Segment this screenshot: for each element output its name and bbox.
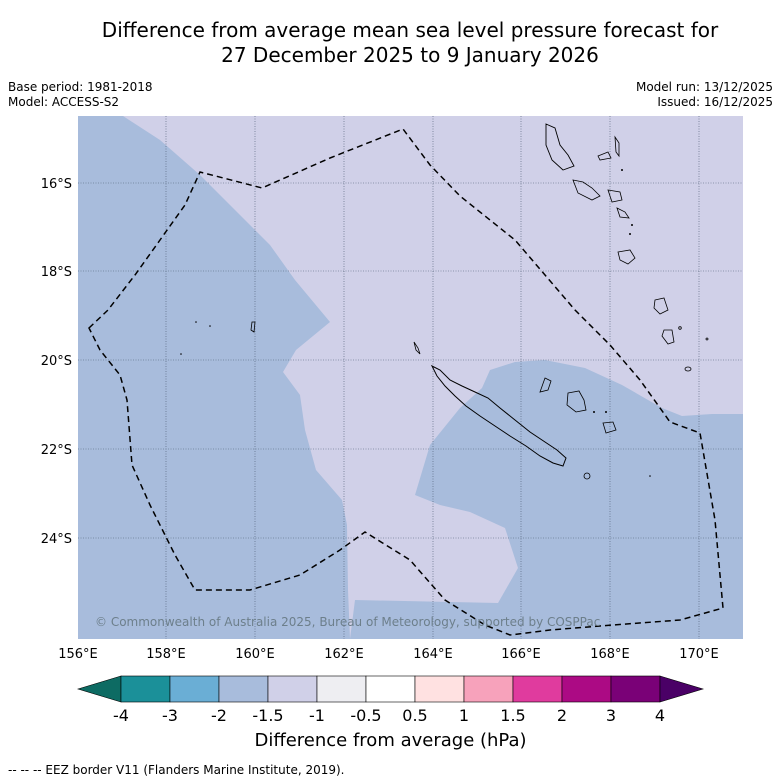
colorbar-tick-label: -2 [211,706,227,725]
title-line-2: 27 December 2025 to 9 January 2026 [221,43,599,67]
lat-label-20s: 20°S [41,354,72,369]
reef-dot-1 [195,321,197,323]
colorbar-tick-label: 1.5 [500,706,525,725]
colorbar-tick-label: 1 [459,706,469,725]
eez-border [88,128,724,636]
latitude-labels: 16°S 18°S 20°S 22°S 24°S [41,177,72,547]
colorbar: -4 -3 -2 -1.5 -1 -0.5 0.5 1 1.5 2 3 4 [76,675,705,725]
lon-label-170: 170°E [679,647,719,662]
vanuatu-erromango [617,249,636,265]
belep-islands [413,341,421,355]
colorbar-bin-7 [414,675,465,703]
loyalty-island-lifou [566,390,587,413]
colorbar-bin-11 [610,675,661,703]
copyright-text: © Commonwealth of Australia 2025, Bureau… [95,615,600,629]
islet-g [631,224,633,226]
vanuatu-epi [607,189,623,203]
colorbar-tick-label: -1.5 [252,706,283,725]
chesterfield-reef [250,321,256,333]
issued-date: Issued: 16/12/2025 [657,95,773,109]
lat-label-18s: 18°S [41,265,72,280]
colorbar-over-arrow [659,675,705,703]
longitude-labels: 156°E 158°E 160°E 162°E 164°E 166°E 168°… [58,647,719,662]
colorbar-bin-2 [169,675,220,703]
base-period: Base period: 1981-2018 [8,80,153,94]
vanuatu-malekula [572,179,601,201]
islet-i [593,411,595,413]
colorbar-title: Difference from average (hPa) [254,730,527,751]
colorbar-tick-label: 4 [655,706,665,725]
colorbar-under-arrow [76,675,122,703]
islet-a [678,326,682,330]
colorbar-tick-label: 2 [557,706,567,725]
reef-dot-3 [180,353,182,355]
reef-dot-2 [209,325,211,327]
lat-label-24s: 24°S [41,532,72,547]
colorbar-bin-10 [561,675,612,703]
vanuatu-espiritu-santo [545,123,575,171]
isle-of-pines [583,472,591,480]
colorbar-bin-8 [463,675,514,703]
islet-d [649,475,651,477]
map-title: Difference from average mean sea level p… [0,18,781,68]
islet-c [684,366,692,372]
lon-label-156: 156°E [58,647,98,662]
colorbar-bin-6 [365,675,416,703]
eez-legend-footnote: -- -- -- EEZ border V11 (Flanders Marine… [8,763,345,777]
vanuatu-islet-1 [597,151,612,161]
colorbar-bin-5 [316,675,367,703]
islet-b [705,337,709,341]
colorbar-tick-label: -3 [162,706,178,725]
colorbar-tick-label: -1 [309,706,325,725]
model-name: Model: ACCESS-S2 [8,95,120,109]
graticule [78,116,743,639]
lon-label-162: 162°E [324,647,364,662]
colorbar-tick-label: 0.5 [402,706,427,725]
colorbar-tick-label: 3 [606,706,616,725]
colorbar-bin-1 [120,675,171,703]
title-line-1: Difference from average mean sea level p… [101,18,719,42]
colorbar-bin-3 [218,675,269,703]
anomaly-region-east [350,360,743,639]
loyalty-island-ouvea [539,377,552,393]
lat-label-22s: 22°S [41,443,72,458]
lon-label-164: 164°E [413,647,453,662]
lat-label-16s: 16°S [41,177,72,192]
new-caledonia-island [430,364,567,467]
loyalty-island-mare [602,421,617,434]
run-info: Model run: 13/12/2025 Issued: 16/12/2025 [636,80,773,110]
lon-label-166: 166°E [501,647,541,662]
colorbar-tick-label: -0.5 [350,706,381,725]
base-info: Base period: 1981-2018 Model: ACCESS-S2 [8,80,153,110]
vanuatu-efate [616,207,630,219]
islet-f [629,233,631,235]
vanuatu-aneityum [661,329,675,345]
anomaly-region-west [78,116,350,639]
vanuatu-tanna [653,297,669,315]
lon-label-160: 160°E [235,647,275,662]
colorbar-bin-9 [512,675,563,703]
islet-h [605,411,607,413]
vanuatu-islet-2 [614,135,620,158]
map-area[interactable]: © Commonwealth of Australia 2025, Bureau… [78,116,743,639]
lon-label-168: 168°E [590,647,630,662]
islet-e [621,169,623,171]
model-run: Model run: 13/12/2025 [635,80,773,94]
colorbar-tick-label: -4 [113,706,129,725]
lon-label-158: 158°E [146,647,186,662]
colorbar-bin-4 [267,675,318,703]
